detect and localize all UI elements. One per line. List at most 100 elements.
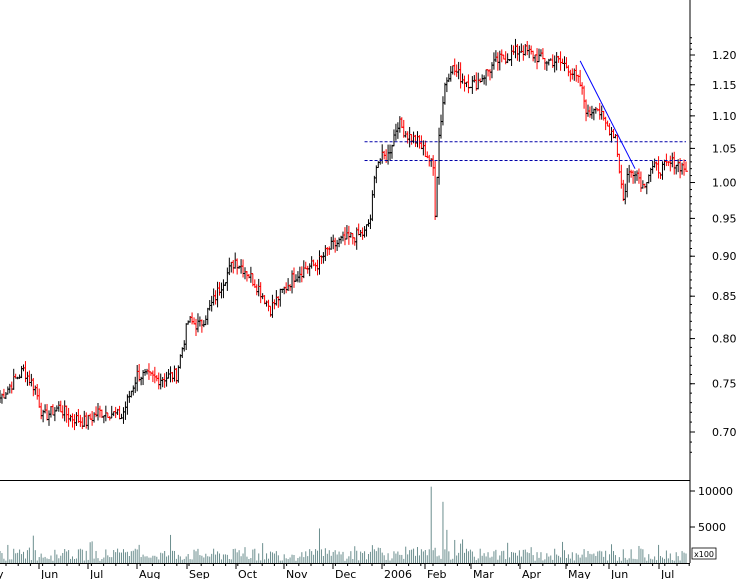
price-bar bbox=[33, 385, 38, 395]
price-bar bbox=[535, 48, 540, 70]
price-bar bbox=[521, 45, 526, 61]
price-bar bbox=[390, 144, 394, 159]
price-bar bbox=[629, 169, 634, 178]
price-bar bbox=[333, 237, 338, 253]
price-bar bbox=[176, 365, 181, 383]
price-bar bbox=[439, 114, 443, 139]
price-bar bbox=[431, 155, 436, 176]
price-bar bbox=[203, 315, 208, 326]
price-bar bbox=[82, 410, 87, 427]
price-bar bbox=[448, 66, 453, 82]
price-bar bbox=[625, 168, 630, 198]
price-bar bbox=[525, 40, 530, 56]
price-bar bbox=[433, 160, 438, 220]
price-bar bbox=[513, 38, 518, 59]
price-bar bbox=[587, 106, 592, 118]
price-bar bbox=[446, 73, 451, 83]
price-bar bbox=[456, 61, 461, 80]
price-bar bbox=[682, 159, 687, 176]
price-bar bbox=[215, 281, 220, 308]
price-bar bbox=[241, 259, 246, 278]
price-bar bbox=[5, 386, 10, 395]
price-bar bbox=[599, 105, 604, 120]
volume-tick-label: 5000 bbox=[698, 521, 726, 534]
price-bar bbox=[674, 164, 679, 175]
price-bar bbox=[505, 53, 510, 64]
price-bar bbox=[47, 410, 51, 426]
price-bar bbox=[211, 288, 216, 306]
x-tick-label: Jul bbox=[89, 568, 103, 579]
price-bar bbox=[186, 320, 191, 325]
price-bar bbox=[170, 371, 175, 383]
price-bar bbox=[327, 246, 332, 255]
price-bar bbox=[309, 256, 314, 269]
price-bar bbox=[341, 231, 345, 242]
price-bar bbox=[96, 403, 100, 421]
price-bar bbox=[248, 266, 253, 283]
price-bar bbox=[368, 214, 373, 230]
price-bar bbox=[278, 288, 283, 307]
price-bar bbox=[3, 391, 8, 400]
price-bar bbox=[88, 413, 93, 420]
price-bar bbox=[174, 367, 179, 384]
price-bar bbox=[227, 257, 232, 276]
price-bar bbox=[511, 45, 516, 55]
price-bar bbox=[299, 266, 304, 283]
price-tick-label: 1.20 bbox=[712, 49, 737, 62]
price-bar bbox=[558, 51, 563, 71]
price-bar bbox=[301, 260, 306, 279]
price-bar bbox=[184, 323, 189, 351]
price-bar bbox=[582, 85, 587, 109]
price-bar bbox=[27, 370, 32, 386]
price-bar bbox=[554, 52, 559, 71]
price-bar bbox=[617, 153, 622, 174]
price-bar bbox=[74, 412, 79, 426]
price-bar bbox=[350, 233, 355, 245]
price-bar bbox=[86, 414, 91, 430]
price-bar bbox=[235, 258, 240, 275]
price-bar bbox=[566, 65, 571, 77]
price-bar bbox=[70, 413, 75, 428]
price-bar bbox=[105, 412, 110, 418]
price-bar bbox=[605, 120, 610, 127]
price-bar bbox=[613, 134, 618, 139]
volume-tick-label: 10000 bbox=[698, 485, 733, 498]
x-tick-label: Jun bbox=[40, 568, 58, 579]
price-bar bbox=[437, 127, 442, 185]
x-tick-label: Jun bbox=[610, 568, 628, 579]
price-tick-label: 0.75 bbox=[712, 378, 737, 391]
price-bar bbox=[556, 55, 561, 63]
price-bar bbox=[331, 234, 336, 250]
price-bar bbox=[317, 250, 322, 275]
price-bar bbox=[354, 227, 359, 250]
price-bar bbox=[264, 300, 269, 307]
price-bar bbox=[137, 363, 142, 382]
price-bar bbox=[213, 290, 218, 305]
price-bar bbox=[495, 52, 500, 71]
price-bar bbox=[254, 284, 259, 296]
x-tick-label: Nov bbox=[286, 568, 308, 579]
price-bar bbox=[421, 140, 426, 156]
price-bar bbox=[205, 307, 210, 325]
price-bar bbox=[435, 176, 440, 218]
price-bar bbox=[621, 179, 626, 202]
price-bar bbox=[478, 78, 483, 83]
price-bar bbox=[627, 164, 632, 183]
price-bar bbox=[56, 401, 61, 412]
price-bar bbox=[39, 402, 44, 420]
price-bar bbox=[103, 405, 108, 422]
price-bar bbox=[225, 267, 230, 291]
price-bar bbox=[362, 226, 367, 238]
price-bar bbox=[636, 168, 641, 184]
price-bar bbox=[19, 365, 24, 379]
volume-bars bbox=[0, 486, 687, 563]
price-bar bbox=[664, 153, 669, 167]
price-bar bbox=[344, 225, 349, 240]
price-bar bbox=[517, 45, 522, 62]
price-bar bbox=[609, 126, 614, 143]
price-bar bbox=[623, 183, 628, 205]
price-bar bbox=[409, 134, 414, 145]
price-bar bbox=[576, 74, 581, 83]
price-tick-label: 1.00 bbox=[712, 177, 737, 190]
